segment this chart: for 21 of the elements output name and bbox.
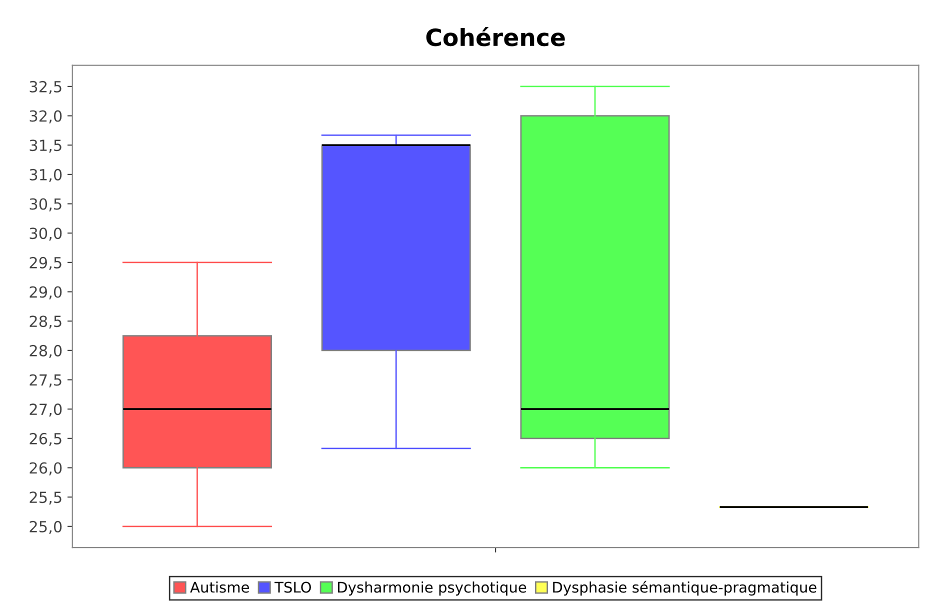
y-tick-label: 28,0 [30,344,62,358]
chart-title: Cohérence [426,27,565,46]
y-tick-label: 25,0 [30,520,62,534]
legend-label: Dysharmonie psychotique [338,581,526,596]
y-tick-label: 25,5 [30,492,62,505]
legend-label: Autisme [190,581,249,593]
y-tick-label: 29,0 [30,286,62,300]
legend-label: Dysphasie sémantique-pragmatique [553,580,816,596]
y-tick-label: 32,0 [30,110,62,124]
y-tick-label: 32,5 [30,80,62,94]
y-tick-label: 30,5 [30,198,62,212]
y-tick-label: 27,5 [30,374,62,388]
y-tick-label: 31,0 [30,168,62,182]
y-tick-label: 26,5 [30,432,62,446]
y-tick-label: 31,5 [30,140,62,153]
y-tick-label: 30,0 [30,228,62,241]
y-tick-label: 28,5 [30,316,62,329]
y-tick-label: 27,0 [30,404,62,417]
y-tick-label: 29,5 [30,256,62,270]
y-tick-label: 26,0 [30,462,62,476]
legend-label: TSLO [274,582,311,593]
